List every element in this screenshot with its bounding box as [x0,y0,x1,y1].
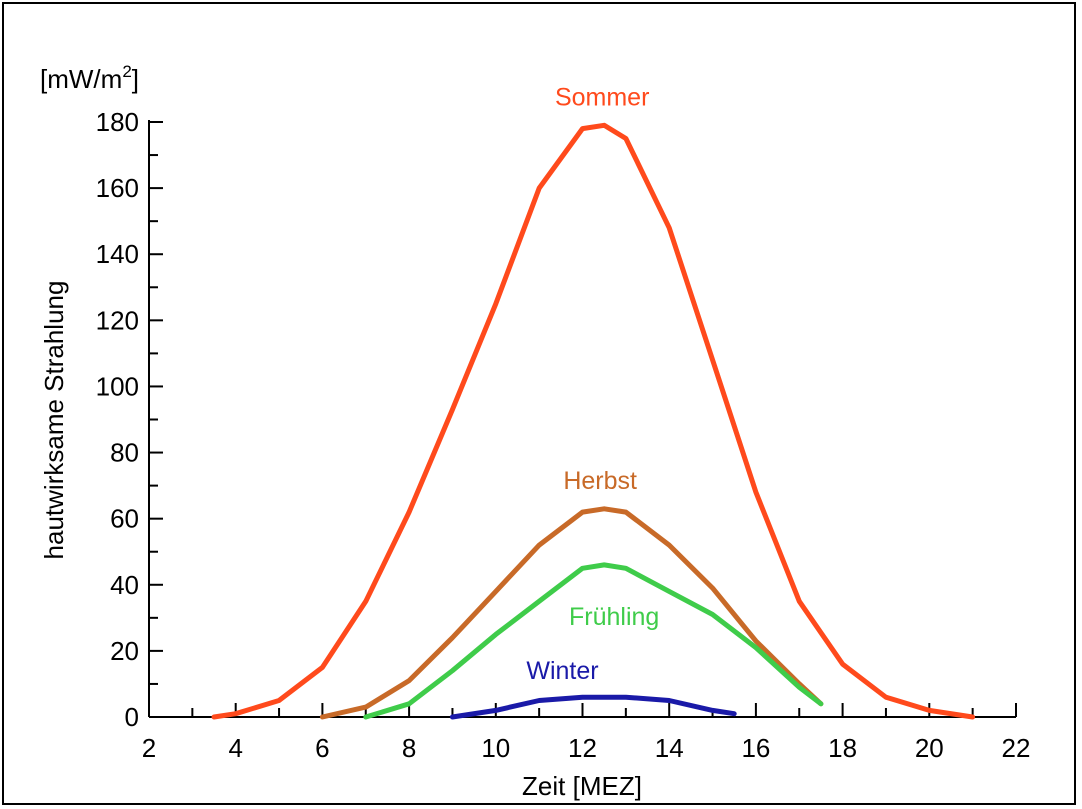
series-line-winter [449,694,737,720]
axes: 0 20 40 60 80 100 120 140 160 180 2 4 6 8 10 12 14 16 18 20… [96,107,1031,763]
series-label-herbst: Herbst [563,467,637,495]
y-tick-label: 160 [96,173,139,203]
series-label-frhling: Frühling [569,603,659,631]
y-axis-title: hautwirksame Strahlung [39,281,69,560]
x-tick-label: 18 [828,733,857,763]
y-tick-label: 60 [110,504,139,534]
y-tick-label: 140 [96,239,139,269]
labels-layer: Sommer Herbst Frühling Winter [526,83,659,685]
series-label-sommer: Sommer [555,83,649,111]
x-tick-label: 22 [1002,733,1031,763]
series-line-frhling [363,562,824,720]
x-tick-label: 10 [481,733,510,763]
x-tick-label: 20 [915,733,944,763]
y-tick-label: 20 [110,636,139,666]
x-tick-label: 16 [741,733,770,763]
x-tick-label: 8 [402,733,416,763]
y-tick-label: 180 [96,107,139,137]
x-axis-title: Zeit [MEZ] [522,771,642,801]
y-tick-label: 0 [125,702,139,732]
series-line-herbst [319,506,824,720]
x-tick-label: 12 [568,733,597,763]
x-tick-label: 6 [315,733,329,763]
x-tick-label: 14 [655,733,684,763]
x-tick-label: 4 [228,733,242,763]
x-tick-label: 2 [142,733,156,763]
y-tick-label: 40 [110,570,139,600]
y-tick-label: 100 [96,371,139,401]
y-tick-label: 80 [110,438,139,468]
y-unit-label: [mW/m2] [40,62,139,94]
series-layer [211,122,976,720]
series-line-sommer [211,122,976,720]
y-tick-label: 120 [96,305,139,335]
series-label-winter: Winter [526,657,598,685]
